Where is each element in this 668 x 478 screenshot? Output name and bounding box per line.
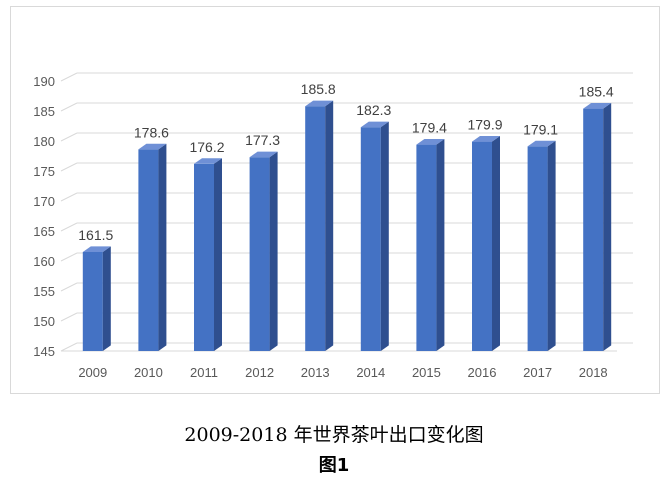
- bar: [305, 106, 326, 351]
- x-tick-label: 2016: [468, 365, 497, 380]
- y-tick-label: 145: [33, 344, 55, 359]
- gridline-side: [60, 342, 78, 352]
- bar-top: [194, 158, 222, 164]
- chart-caption-title: 2009-2018 年世界茶叶出口变化图: [184, 424, 484, 446]
- y-tick-label: 170: [33, 194, 55, 209]
- bar: [527, 146, 548, 351]
- bar-side: [325, 100, 334, 351]
- gridline-side: [60, 192, 78, 202]
- bar-chart: 145 150 155 160 165 170 175 180 185 190 161.5 2009 1…: [33, 72, 633, 380]
- data-label: 176.2: [189, 139, 224, 155]
- bar-side: [547, 140, 556, 351]
- data-label: 185.8: [301, 81, 336, 97]
- gridline-side: [60, 102, 78, 112]
- bar: [138, 149, 159, 351]
- bar-side: [269, 151, 278, 351]
- bar-side: [102, 246, 111, 351]
- bar-top: [249, 151, 278, 158]
- gridline-side: [60, 162, 78, 172]
- x-tick-label: 2012: [245, 365, 274, 380]
- data-label: 177.3: [245, 132, 280, 148]
- bar-side: [603, 103, 612, 351]
- y-tick-label: 190: [33, 74, 55, 89]
- x-tick-label: 2010: [134, 365, 163, 380]
- x-tick-label: 2011: [190, 365, 218, 380]
- data-label: 178.6: [134, 124, 169, 140]
- y-tick-label: 155: [33, 284, 55, 299]
- gridline-side: [60, 252, 78, 262]
- bar-top: [82, 246, 111, 252]
- gridline-side: [60, 312, 78, 322]
- x-tick-label: 2017: [523, 365, 552, 380]
- gridline-side: [60, 282, 78, 292]
- bar-side: [436, 139, 445, 351]
- bar: [583, 108, 604, 351]
- chart-area: 145 150 155 160 165 170 175 180 185 190 161.5 2009 1…: [10, 6, 660, 394]
- bar-side: [492, 136, 500, 351]
- gridline-side: [60, 72, 78, 82]
- bar: [416, 144, 437, 351]
- y-tick-label: 180: [33, 134, 55, 149]
- bar-top: [360, 121, 389, 128]
- gridline-side: [60, 132, 78, 142]
- bar-top: [416, 139, 445, 145]
- data-label: 161.5: [78, 227, 113, 243]
- y-tick-label: 175: [33, 164, 55, 179]
- bar-side: [158, 143, 167, 351]
- x-tick-label: 2018: [579, 365, 608, 380]
- bar: [472, 141, 492, 351]
- y-tick-label: 150: [33, 314, 55, 329]
- data-label: 179.4: [412, 120, 447, 136]
- bar-side: [214, 158, 222, 351]
- bar-top: [305, 100, 334, 107]
- data-label: 185.4: [579, 84, 614, 100]
- data-label: 182.3: [356, 102, 391, 118]
- bar-top: [138, 143, 167, 150]
- bar: [249, 157, 270, 351]
- bar: [194, 163, 214, 351]
- bar: [360, 127, 381, 351]
- data-label: 179.1: [523, 121, 558, 137]
- bar-top: [527, 140, 556, 147]
- bar: [82, 252, 103, 351]
- x-tick-label: 2009: [78, 365, 107, 380]
- bar-top: [583, 103, 612, 109]
- gridline-side: [60, 222, 78, 232]
- x-tick-label: 2014: [356, 365, 385, 380]
- bar-top: [472, 136, 500, 142]
- figure-label: 图1: [318, 455, 350, 476]
- x-tick-label: 2013: [301, 365, 330, 380]
- y-tick-label: 165: [33, 224, 55, 239]
- y-tick-label: 160: [33, 254, 55, 269]
- bar-side: [380, 121, 389, 351]
- data-label: 179.9: [467, 117, 502, 133]
- y-tick-label: 185: [33, 104, 55, 119]
- x-tick-label: 2015: [412, 365, 441, 380]
